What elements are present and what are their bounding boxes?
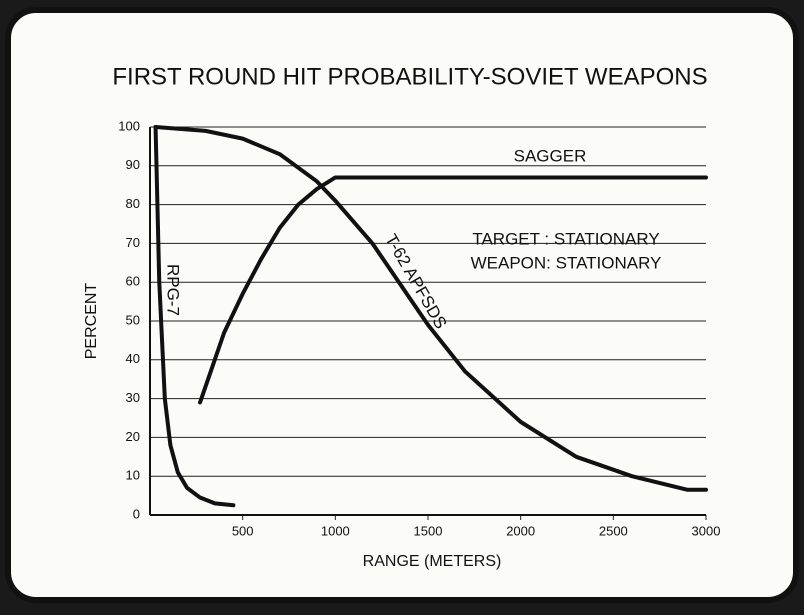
chart-title: FIRST ROUND HIT PROBABILITY-SOVIET WEAPO… <box>112 63 707 90</box>
y-tick-label: 60 <box>126 274 140 289</box>
line-series <box>153 125 708 492</box>
y-tick-label: 20 <box>126 429 140 444</box>
x-tick-label: 1500 <box>414 523 443 538</box>
y-tick-label: 90 <box>126 157 140 172</box>
series-label: SAGGER <box>514 146 587 165</box>
x-tick-label: 2000 <box>506 523 535 538</box>
annotation: WEAPON: STATIONARY <box>471 253 662 272</box>
y-tick-label: 40 <box>126 351 140 366</box>
x-tick-label: 2500 <box>599 523 628 538</box>
y-tick-label: 30 <box>126 390 140 405</box>
y-tick-label: 50 <box>126 312 140 327</box>
y-tick-label: 80 <box>126 196 140 211</box>
x-axis-label: RANGE (METERS) <box>363 553 502 570</box>
y-axis-label: PERCENT <box>83 283 100 360</box>
line-series <box>198 175 708 405</box>
y-tick-label: 100 <box>118 118 140 133</box>
y-tick-label: 70 <box>126 235 140 250</box>
x-tick-label: 500 <box>232 523 254 538</box>
frame <box>5 7 799 603</box>
y-tick-label: 10 <box>126 468 140 483</box>
annotation: TARGET : STATIONARY <box>472 229 659 248</box>
series-label: RPG-7 <box>164 264 183 316</box>
x-tick-label: 3000 <box>692 523 721 538</box>
line-series <box>153 125 236 508</box>
x-tick-label: 1000 <box>321 523 350 538</box>
y-tick-label: 0 <box>133 506 140 521</box>
